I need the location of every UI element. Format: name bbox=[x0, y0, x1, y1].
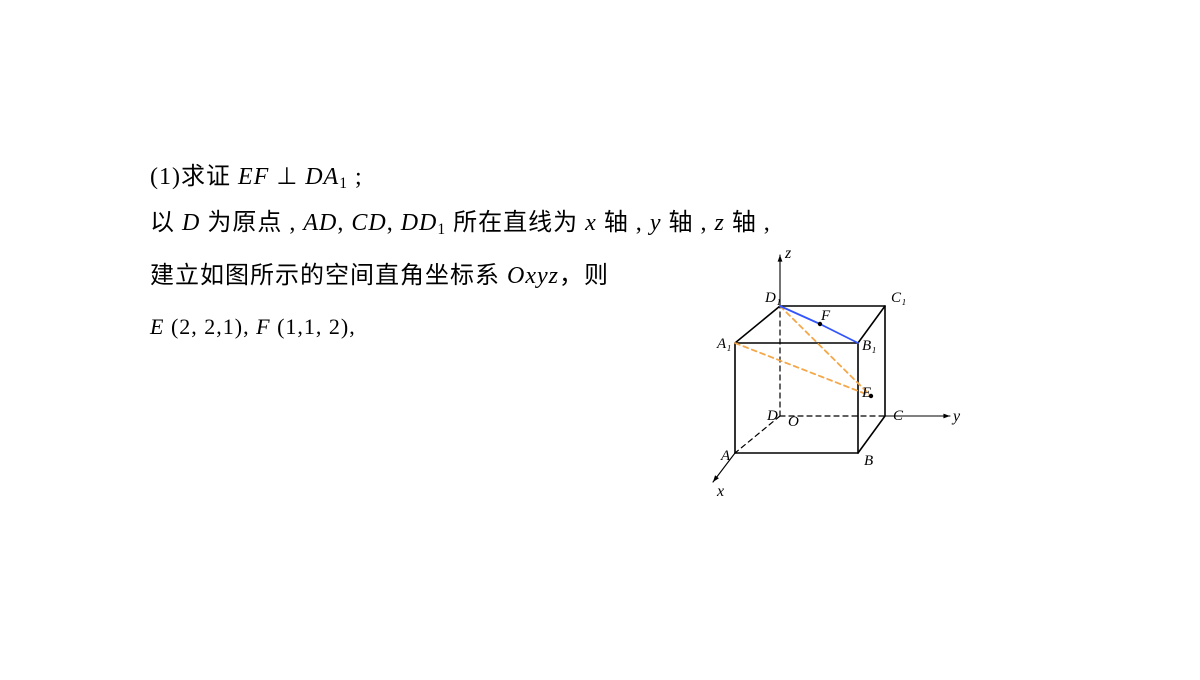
l1-sub1: 1 bbox=[339, 175, 348, 192]
l4-Fcoord: (1,1, 2) bbox=[277, 314, 349, 339]
l2-y: y bbox=[650, 210, 662, 236]
l2-a: 以 bbox=[150, 210, 182, 236]
l2-DD: DD bbox=[401, 210, 438, 236]
l2-g: 轴 , bbox=[661, 210, 714, 236]
l2-CD: CD bbox=[351, 210, 386, 236]
svg-text:D: D bbox=[766, 408, 778, 424]
svg-text:E: E bbox=[861, 385, 871, 401]
svg-text:B: B bbox=[864, 453, 873, 469]
cube-svg: D A B C D₁ A₁ B₁ C₁ E F Oz y x bbox=[695, 240, 975, 510]
l2-e: 所在直线为 bbox=[446, 210, 585, 236]
cube-diagram: D A B C D₁ A₁ B₁ C₁ E F Oz y x bbox=[695, 240, 975, 510]
l3-b: ，则 bbox=[559, 263, 609, 289]
l4-end: , bbox=[349, 314, 356, 339]
l2-d: , bbox=[387, 210, 401, 236]
l2-x: x bbox=[585, 210, 597, 236]
l1-EF: EF bbox=[238, 164, 269, 190]
l1-DA: DA bbox=[305, 164, 339, 190]
l4-c: , bbox=[243, 314, 256, 339]
svg-text:F: F bbox=[820, 308, 831, 324]
l3-a: 建立如图所示的空间直角坐标系 bbox=[150, 263, 507, 289]
svg-text:O: O bbox=[788, 414, 799, 430]
svg-text:A: A bbox=[720, 448, 731, 464]
l4-F: F bbox=[256, 314, 277, 339]
l1-prefix: (1)求证 bbox=[150, 164, 238, 190]
svg-text:A₁: A₁ bbox=[716, 336, 731, 352]
l2-z: z bbox=[714, 210, 724, 236]
l4-Ecoord: (2, 2,1) bbox=[171, 314, 243, 339]
l3-xyz: xyz bbox=[525, 263, 559, 289]
l2-AD: AD bbox=[303, 210, 337, 236]
svg-text:y: y bbox=[951, 408, 961, 425]
svg-text:D₁: D₁ bbox=[764, 290, 781, 306]
svg-text:C₁: C₁ bbox=[891, 290, 906, 306]
l2-c: , bbox=[337, 210, 351, 236]
svg-text:z: z bbox=[784, 245, 792, 262]
l2-f: 轴 , bbox=[597, 210, 650, 236]
svg-text:C: C bbox=[893, 408, 904, 424]
l2-D: D bbox=[182, 210, 200, 236]
line-1: (1)求证 EF ⊥ DA1 ; bbox=[150, 155, 1050, 201]
l3-O: O bbox=[507, 263, 525, 289]
l2-h: 轴 , bbox=[725, 210, 771, 236]
l2-sub1: 1 bbox=[437, 220, 446, 237]
l1-end: ; bbox=[348, 164, 363, 190]
svg-text:B₁: B₁ bbox=[862, 338, 876, 354]
svg-text:x: x bbox=[716, 483, 724, 500]
l1-perp: ⊥ bbox=[269, 164, 305, 190]
l2-b: 为原点 , bbox=[200, 210, 303, 236]
l4-E: E bbox=[150, 314, 171, 339]
